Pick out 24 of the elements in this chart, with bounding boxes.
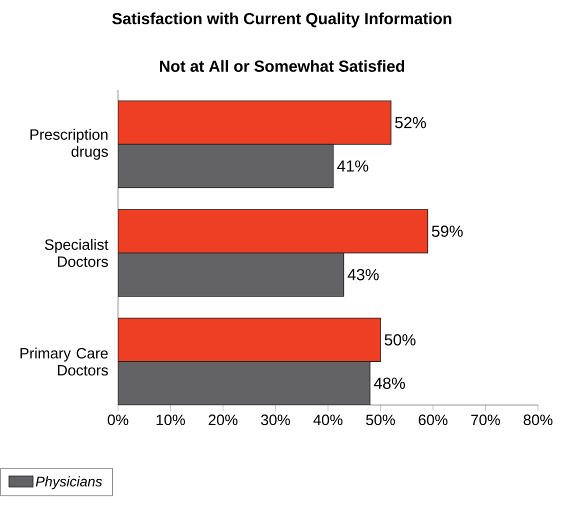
y-tick-label: Specialist Doctors xyxy=(44,238,108,267)
x-tick-label: 60% xyxy=(418,414,448,426)
chart-subtitle: Not at All or Somewhat Satisfied xyxy=(160,60,404,72)
bar xyxy=(118,144,334,188)
x-tick-label: 30% xyxy=(261,414,290,426)
y-tick-label: Primary Care Doctors xyxy=(20,348,108,376)
data-label: 43% xyxy=(348,269,379,280)
data-label: 50% xyxy=(384,334,416,346)
data-label: 52% xyxy=(395,116,426,128)
data-label: 48% xyxy=(374,378,405,389)
x-tick-label: 70% xyxy=(471,414,500,426)
x-tick-label: 20% xyxy=(208,414,238,426)
data-label: 59% xyxy=(432,226,463,237)
data-label: 41% xyxy=(337,160,368,172)
x-tick-label: 0% xyxy=(108,414,128,426)
x-tick-label: 80% xyxy=(524,414,552,426)
bar xyxy=(118,361,370,406)
x-tick-label: 10% xyxy=(156,414,185,426)
chart-title: Satisfaction with Current Quality Information xyxy=(112,12,452,28)
y-tick-label: Prescription drugs xyxy=(30,128,108,160)
x-tick-label: 40% xyxy=(313,414,342,426)
x-tick-label: 50% xyxy=(366,414,395,426)
bar xyxy=(118,252,344,297)
legend-label: Physicians xyxy=(36,476,102,490)
